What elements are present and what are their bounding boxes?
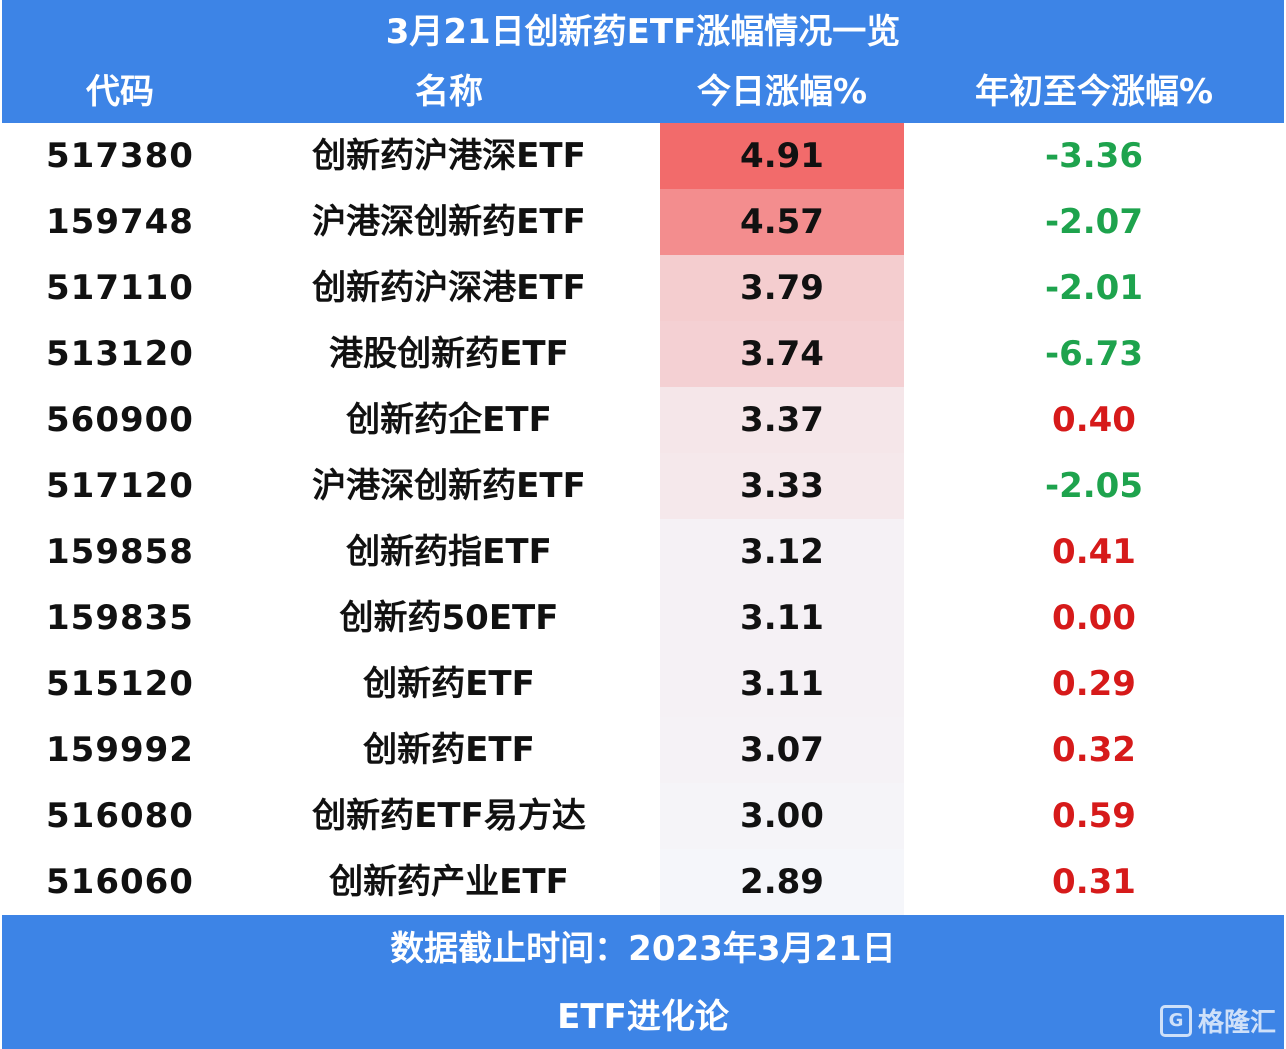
table-body: 517380 创新药沪港深ETF 4.91 -3.36 159748 沪港深创新药ETF 4… [2,123,1284,915]
today-change-cell: 3.11 [660,585,904,651]
watermark-text: 格隆汇 [1197,1008,1276,1038]
ytd-change-cell: 0.41 [1052,532,1136,572]
today-change-cell: 3.07 [660,717,904,783]
today-change-cell: 2.89 [660,849,904,915]
table-row: 517120 沪港深创新药ETF 3.33 -2.05 [2,453,1284,519]
etf-name-cell: 创新药企ETF [346,400,552,440]
table-header: 3月21日创新药ETF涨幅情况一览 代码 名称 今日涨幅% 年初至今涨幅% [2,0,1284,123]
etf-code-cell: 516080 [46,796,194,836]
etf-name-cell: 创新药产业ETF [329,862,569,902]
etf-name-cell: 创新药ETF [363,730,535,770]
etf-code-cell: 159748 [46,202,194,242]
column-header-today: 今日涨幅% [696,72,868,112]
etf-name-cell: 创新药50ETF [339,598,559,638]
table-row: 515120 创新药ETF 3.11 0.29 [2,651,1284,717]
ytd-change-cell: 0.59 [1052,796,1136,836]
table-row: 513120 港股创新药ETF 3.74 -6.73 [2,321,1284,387]
etf-name-cell: 创新药沪深港ETF [312,268,586,308]
etf-code-cell: 517110 [46,268,194,308]
table-row: 517380 创新药沪港深ETF 4.91 -3.36 [2,123,1284,189]
source-brand: ETF进化论 [557,997,729,1037]
table-row: 516080 创新药ETF易方达 3.00 0.59 [2,783,1284,849]
table-row: 516060 创新药产业ETF 2.89 0.31 [2,849,1284,915]
etf-code-cell: 517120 [46,466,194,506]
etf-code-cell: 517380 [46,136,194,176]
table-row: 159835 创新药50ETF 3.11 0.00 [2,585,1284,651]
today-change-cell: 3.11 [660,651,904,717]
today-change-cell: 3.00 [660,783,904,849]
table-row: 159858 创新药指ETF 3.12 0.41 [2,519,1284,585]
column-header-name: 名称 [415,72,483,112]
etf-name-cell: 沪港深创新药ETF [312,202,586,242]
table-row: 159748 沪港深创新药ETF 4.57 -2.07 [2,189,1284,255]
ytd-change-cell: 0.00 [1052,598,1136,638]
table-row: 517110 创新药沪深港ETF 3.79 -2.01 [2,255,1284,321]
etf-code-cell: 159992 [46,730,194,770]
ytd-change-cell: -3.36 [1045,136,1143,176]
ytd-change-cell: 0.32 [1052,730,1136,770]
ytd-change-cell: 0.40 [1052,400,1136,440]
today-change-cell: 3.74 [660,321,904,387]
column-header-ytd: 年初至今涨幅% [974,72,1214,112]
today-change-cell: 4.91 [660,123,904,189]
etf-code-cell: 159835 [46,598,194,638]
etf-name-cell: 创新药ETF [363,664,535,704]
etf-code-cell: 515120 [46,664,194,704]
watermark-logo-icon: G [1159,1004,1192,1037]
watermark: G 格隆汇 [1159,1002,1276,1039]
today-change-cell: 3.12 [660,519,904,585]
table-title: 3月21日创新药ETF涨幅情况一览 [385,12,901,52]
table-row: 159992 创新药ETF 3.07 0.32 [2,717,1284,783]
ytd-change-cell: -6.73 [1045,334,1143,374]
ytd-change-cell: -2.05 [1045,466,1143,506]
ytd-change-cell: 0.29 [1052,664,1136,704]
column-header-code: 代码 [86,72,154,112]
etf-code-cell: 560900 [46,400,194,440]
today-change-cell: 3.37 [660,387,904,453]
etf-code-cell: 159858 [46,532,194,572]
etf-name-cell: 沪港深创新药ETF [312,466,586,506]
etf-name-cell: 港股创新药ETF [329,334,569,374]
etf-name-cell: 创新药ETF易方达 [312,796,586,836]
etf-code-cell: 513120 [46,334,194,374]
table-footer: 数据截止时间：2023年3月21日 ETF进化论 G 格隆汇 [2,915,1284,1049]
today-change-cell: 4.57 [660,189,904,255]
today-change-cell: 3.33 [660,453,904,519]
etf-name-cell: 创新药沪港深ETF [312,136,586,176]
etf-code-cell: 516060 [46,862,194,902]
today-change-cell: 3.79 [660,255,904,321]
ytd-change-cell: -2.01 [1045,268,1143,308]
ytd-change-cell: -2.07 [1045,202,1143,242]
table-row: 560900 创新药企ETF 3.37 0.40 [2,387,1284,453]
etf-name-cell: 创新药指ETF [346,532,552,572]
data-cutoff-date: 数据截止时间：2023年3月21日 [390,929,896,969]
ytd-change-cell: 0.31 [1052,862,1136,902]
